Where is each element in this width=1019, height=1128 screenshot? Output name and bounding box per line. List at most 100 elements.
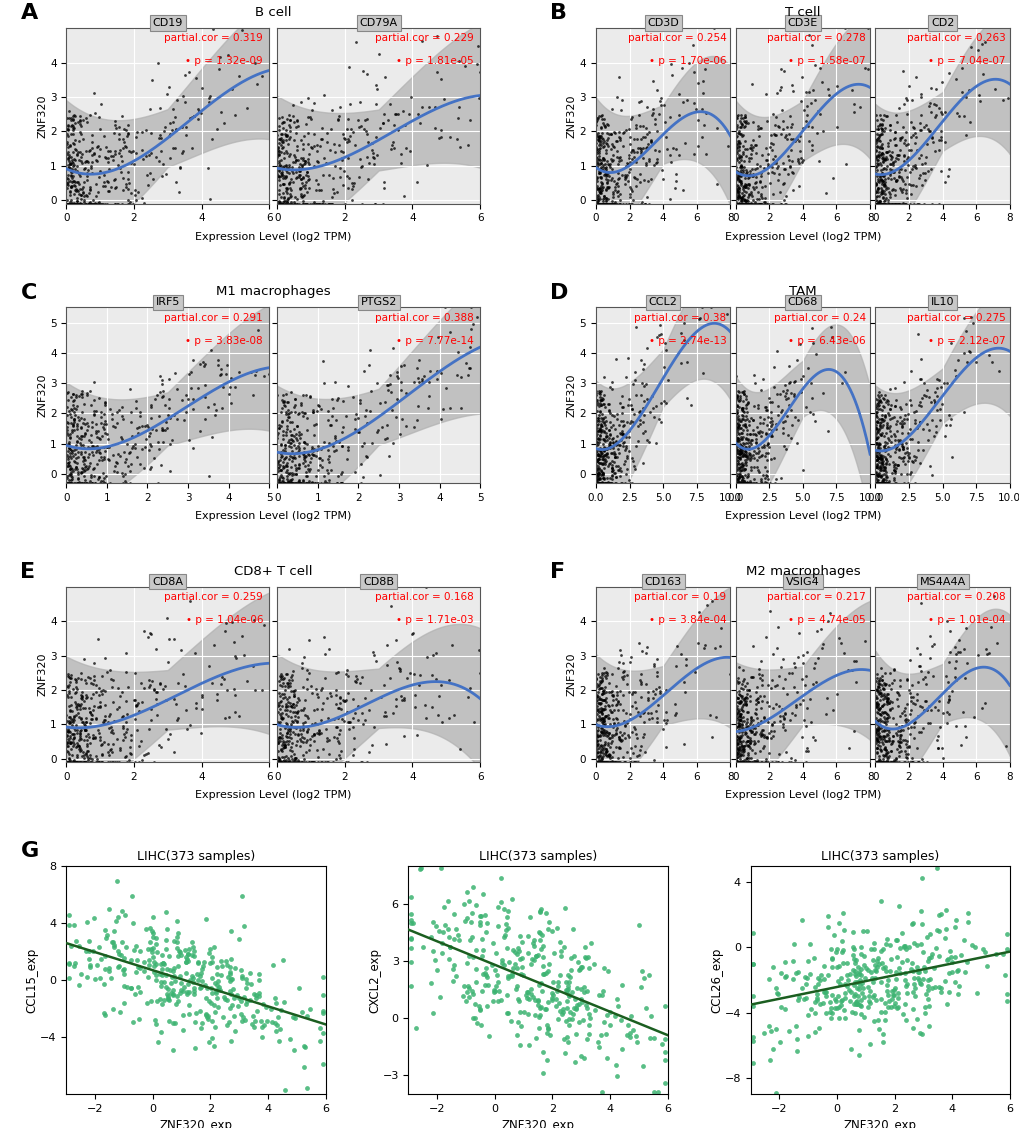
Point xyxy=(819,80,836,98)
Point xyxy=(299,1078,315,1096)
Point xyxy=(757,627,773,645)
Point xyxy=(71,429,88,447)
Point xyxy=(589,467,605,485)
Point xyxy=(753,725,769,743)
Point xyxy=(912,902,928,920)
Point xyxy=(777,407,794,425)
Point xyxy=(285,113,302,131)
Point xyxy=(298,467,314,485)
Point xyxy=(868,669,884,687)
Point xyxy=(61,754,77,772)
Point xyxy=(66,421,83,439)
Point xyxy=(773,706,790,724)
Point xyxy=(63,178,79,196)
Point xyxy=(874,470,891,488)
Point xyxy=(279,135,296,153)
Point xyxy=(729,444,745,462)
Point xyxy=(747,723,763,741)
Point xyxy=(931,905,948,923)
Point xyxy=(119,125,136,143)
Point xyxy=(817,987,834,1005)
Point xyxy=(874,1033,891,1051)
Point xyxy=(315,166,331,184)
Point xyxy=(540,1019,556,1037)
Point xyxy=(433,713,449,731)
Point xyxy=(767,695,784,713)
Point xyxy=(730,729,746,747)
Point xyxy=(870,131,887,149)
Y-axis label: CCL26_exp: CCL26_exp xyxy=(709,948,722,1013)
Point xyxy=(146,957,162,975)
Point xyxy=(91,108,107,126)
Point xyxy=(932,395,949,413)
Point xyxy=(73,459,90,477)
Point xyxy=(197,411,213,429)
Point xyxy=(301,195,317,213)
Point xyxy=(331,168,347,186)
Point xyxy=(886,195,902,213)
Point xyxy=(381,374,397,393)
Point xyxy=(995,91,1011,109)
Point xyxy=(604,743,621,761)
Text: • p = 2.12e-07: • p = 2.12e-07 xyxy=(927,335,1005,345)
Point xyxy=(534,936,550,954)
Point xyxy=(648,713,664,731)
Point xyxy=(629,143,645,161)
Point xyxy=(162,961,178,979)
Point xyxy=(870,417,887,435)
Point xyxy=(131,982,148,1001)
Point xyxy=(785,935,801,953)
Point xyxy=(93,95,109,113)
Point xyxy=(730,183,746,201)
Point xyxy=(909,325,925,343)
Point xyxy=(739,465,755,483)
Point xyxy=(771,712,788,730)
Point xyxy=(897,136,913,155)
Point xyxy=(423,698,439,716)
Point xyxy=(194,972,210,990)
Point xyxy=(439,892,455,910)
Point xyxy=(748,716,764,734)
Point xyxy=(591,385,607,403)
Point xyxy=(290,404,307,422)
Point xyxy=(65,121,82,139)
Y-axis label: ZNF320: ZNF320 xyxy=(37,373,47,417)
Point xyxy=(732,195,748,213)
Point xyxy=(918,415,934,433)
Point xyxy=(524,934,540,952)
Point xyxy=(597,447,613,465)
Point xyxy=(650,326,666,344)
Point xyxy=(880,195,897,213)
Point xyxy=(106,936,122,954)
Point xyxy=(274,677,290,695)
Point xyxy=(96,711,112,729)
Point xyxy=(780,356,796,374)
Point xyxy=(896,456,912,474)
Point xyxy=(427,951,443,969)
Point xyxy=(823,168,840,186)
Point xyxy=(72,670,89,688)
Point xyxy=(529,993,545,1011)
Point xyxy=(881,150,898,168)
Point xyxy=(274,730,290,748)
Point xyxy=(428,27,444,45)
Point xyxy=(74,385,91,403)
Point xyxy=(502,1012,519,1030)
Point xyxy=(200,1010,216,1028)
Point xyxy=(589,130,605,148)
Point xyxy=(77,423,94,441)
Point xyxy=(84,750,100,768)
Point xyxy=(911,453,927,472)
Point xyxy=(156,118,172,136)
Point xyxy=(598,439,614,457)
Point xyxy=(846,972,862,990)
Point xyxy=(62,195,78,213)
Point xyxy=(867,132,883,150)
Point xyxy=(881,754,898,772)
Point xyxy=(600,729,616,747)
Point xyxy=(749,396,765,414)
Point xyxy=(76,159,93,177)
Point xyxy=(207,405,223,423)
Point xyxy=(613,422,630,440)
Point xyxy=(616,754,633,772)
